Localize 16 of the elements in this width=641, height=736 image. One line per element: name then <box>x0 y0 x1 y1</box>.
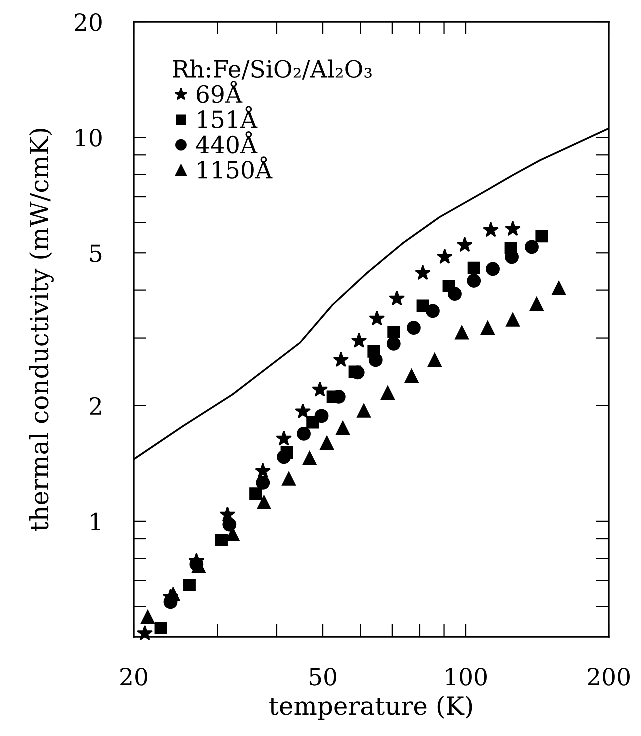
y-tick-label: 1 <box>91 512 100 530</box>
y-tick-label: 5 <box>90 244 102 262</box>
legend-title: Rh:Fe/SiO₂/Al₂O₃ <box>173 60 372 80</box>
y-tick-label: 10 <box>76 129 102 147</box>
x-tick-label: 100 <box>446 668 487 686</box>
x-tick-label: 200 <box>588 668 630 686</box>
y-tick-label: 20 <box>75 13 102 32</box>
x-tick-label: 20 <box>120 668 148 686</box>
legend-label: 69Å <box>196 81 243 104</box>
legend-label: 440Å <box>196 131 258 154</box>
x-tick-label: 50 <box>310 668 336 686</box>
y-axis-title: thermal conductivity (mW/cmK) <box>29 129 54 532</box>
x-axis-title: temperature (K) <box>270 696 472 720</box>
legend-label: 1150Å <box>198 156 273 179</box>
legend-label: 151Å <box>198 106 258 128</box>
y-tick-label: 2 <box>90 397 102 415</box>
